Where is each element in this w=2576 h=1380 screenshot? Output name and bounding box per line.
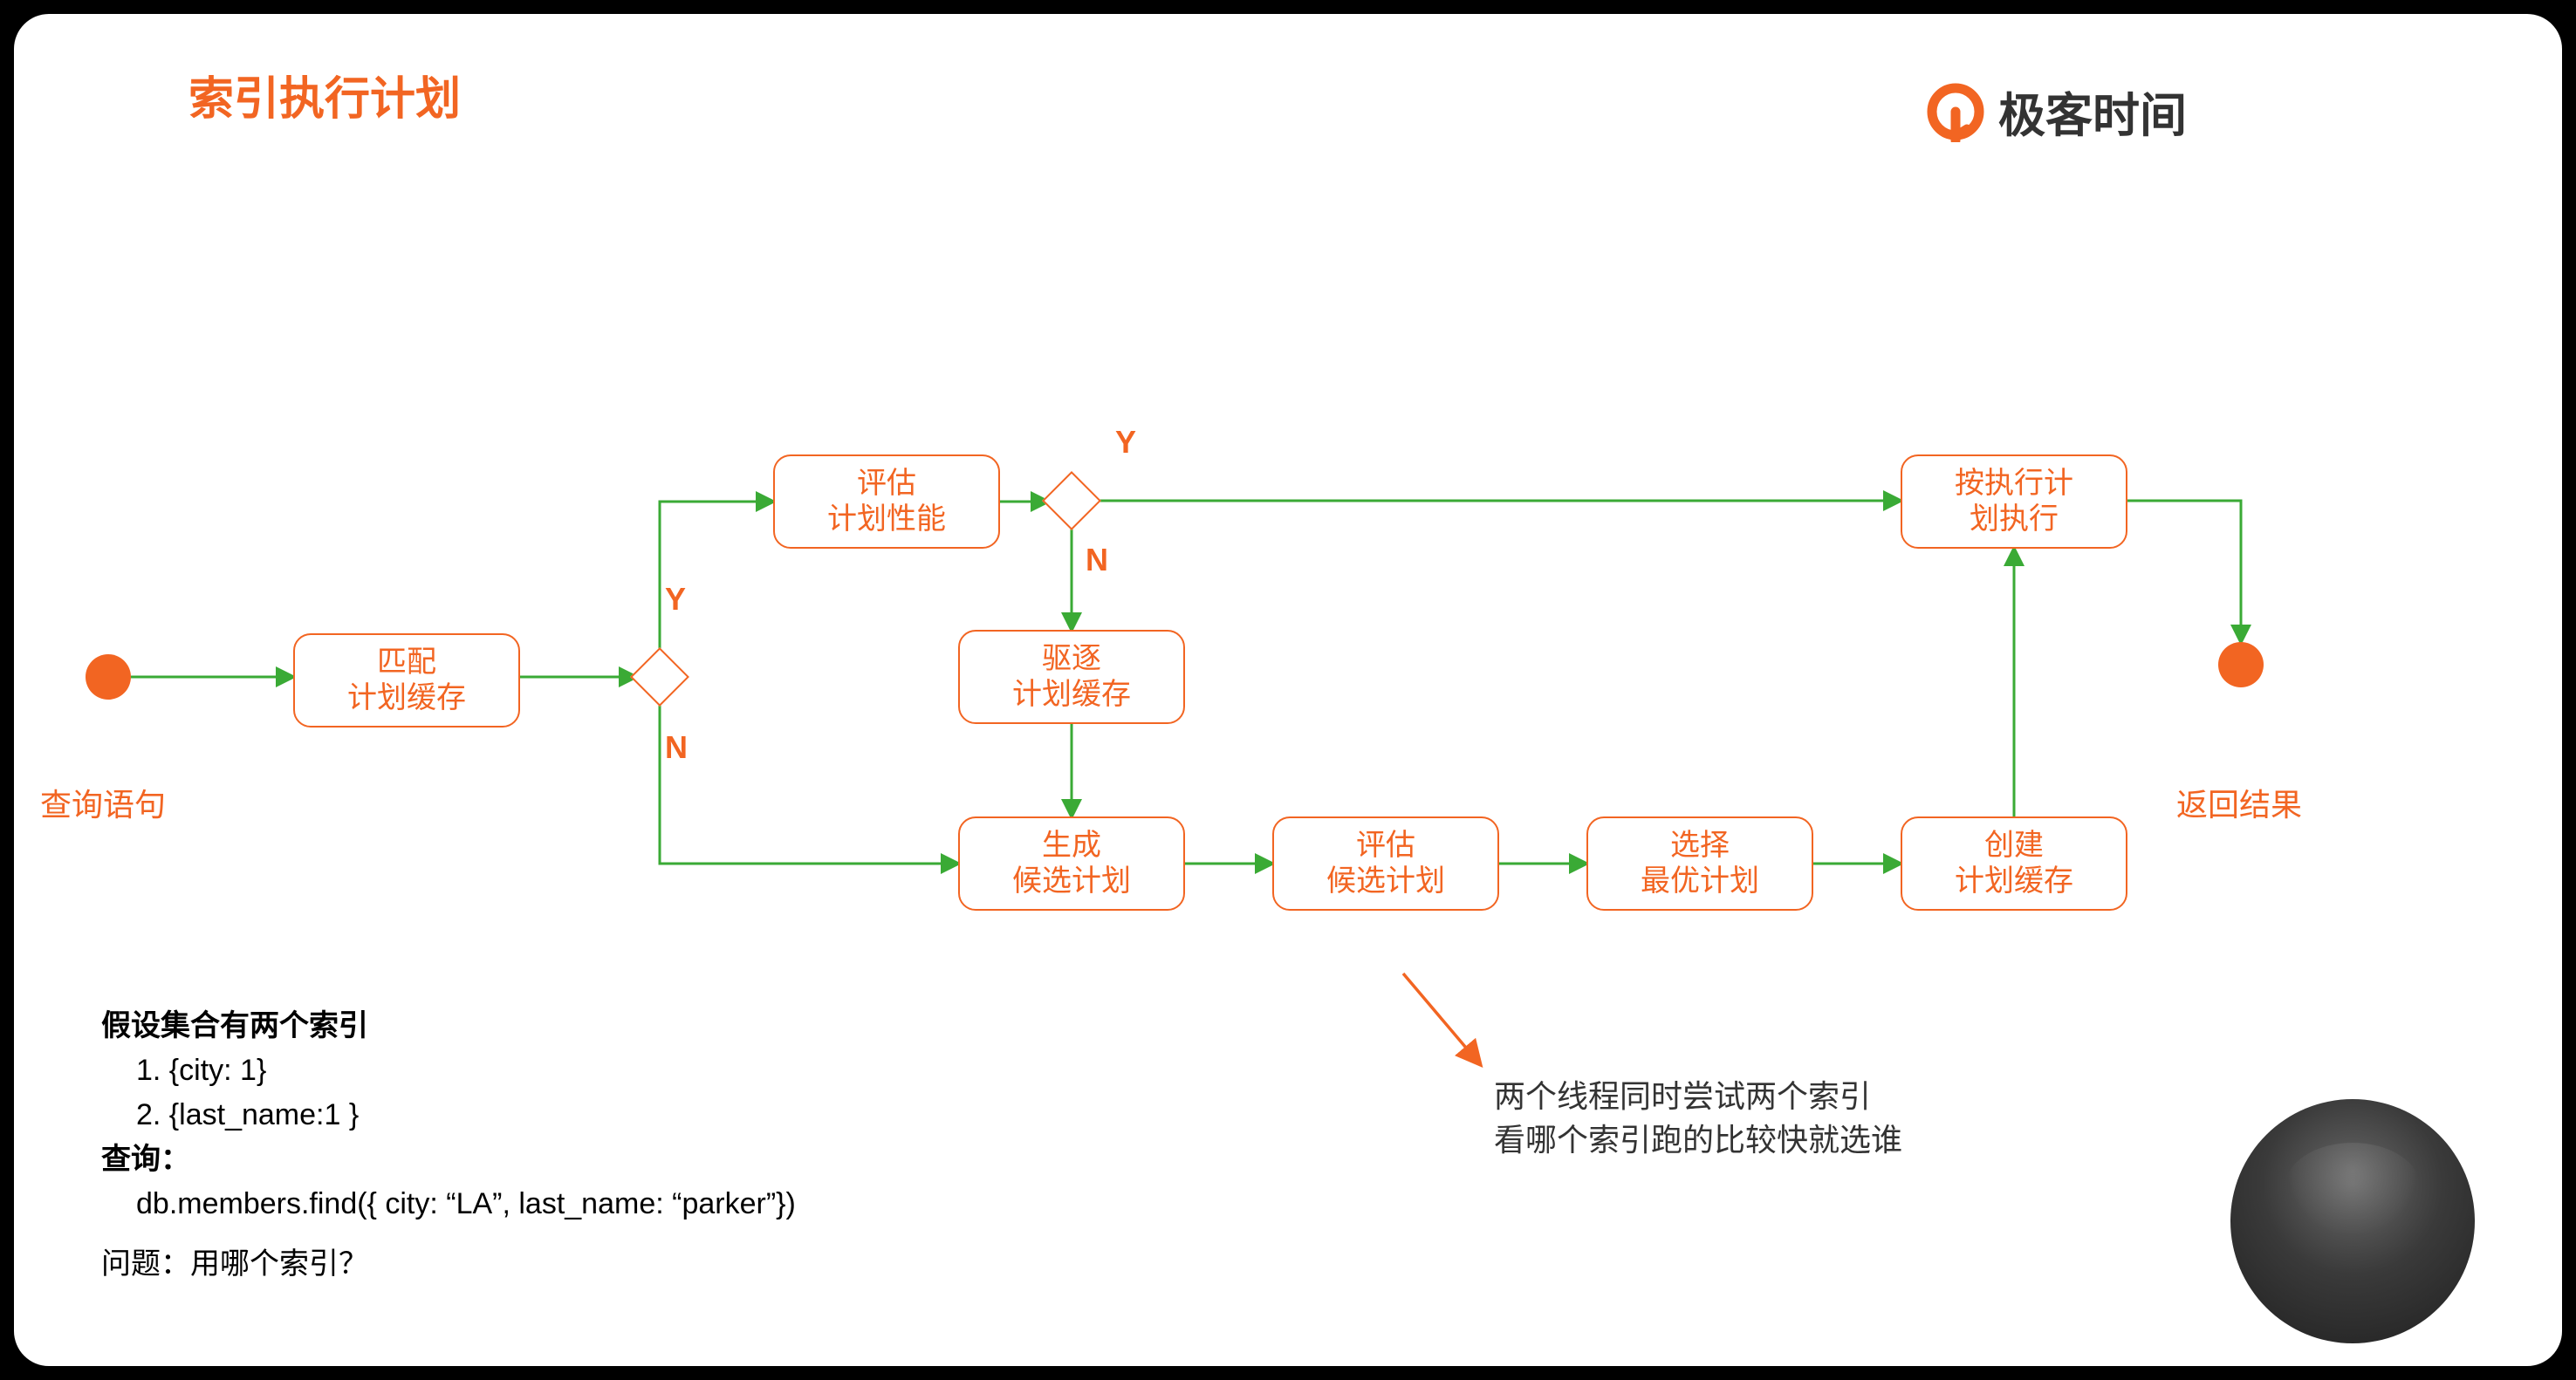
node-line: 按执行计 [1955,466,2073,502]
node-line: 划执行 [1970,502,2059,537]
node-select: 选择 最优计划 [1586,816,1813,911]
node-eval-perf: 评估 计划性能 [773,454,1000,549]
notes-line: 2. {last_name:1 } [101,1093,796,1137]
presenter-webcam-icon [2230,1099,2475,1343]
node-line: 候选计划 [1012,864,1131,899]
notes-heading: 假设集合有两个索引 [101,1004,796,1049]
brand-text: 极客时间 [1998,77,2187,146]
node-line: 评估 [857,466,916,502]
decision-2-icon [1042,471,1101,530]
node-line: 驱逐 [1042,641,1101,677]
decision2-y-label: Y [1115,424,1136,461]
node-line: 计划缓存 [1012,677,1131,713]
decision2-n-label: N [1086,542,1108,578]
slide-card: 索引执行计划 极客时间 Y N Y N [14,14,2562,1366]
node-line: 计划缓存 [347,680,466,716]
start-label: 查询语句 [40,780,166,825]
node-line: 计划缓存 [1955,864,2073,899]
node-line: 生成 [1042,828,1101,864]
node-execute: 按执行计 划执行 [1901,454,2127,549]
start-dot-icon [86,654,131,700]
brand: 极客时间 [1925,77,2187,146]
decision1-n-label: N [665,729,688,766]
node-line: 创建 [1984,828,2044,864]
brand-logo-icon [1925,81,1986,142]
notes-line: db.members.find({ city: “LA”, last_name:… [101,1182,796,1226]
decision-1-icon [630,647,689,707]
slide-title: 索引执行计划 [188,62,461,127]
notes-question: 问题：用哪个索引？ [101,1242,796,1287]
node-line: 选择 [1670,828,1730,864]
notes-line: 1. {city: 1} [101,1049,796,1093]
annotation-text: 两个线程同时尝试两个索引 看哪个索引跑的比较快就选谁 [1494,1075,1902,1163]
node-line: 匹配 [377,645,436,680]
notes-block: 假设集合有两个索引 1. {city: 1} 2. {last_name:1 }… [101,1004,796,1287]
annotation-line: 两个线程同时尝试两个索引 [1494,1075,1902,1118]
node-evict: 驱逐 计划缓存 [958,630,1185,724]
node-line: 计划性能 [827,502,946,537]
node-create-cache: 创建 计划缓存 [1901,816,2127,911]
node-generate: 生成 候选计划 [958,816,1185,911]
end-label: 返回结果 [2176,780,2302,825]
decision1-y-label: Y [665,581,686,618]
end-dot-icon [2218,642,2264,687]
notes-heading: 查询： [101,1137,796,1182]
node-match: 匹配 计划缓存 [293,633,520,728]
node-eval-candidates: 评估 候选计划 [1272,816,1499,911]
node-line: 评估 [1356,828,1415,864]
node-line: 最优计划 [1641,864,1759,899]
annotation-line: 看哪个索引跑的比较快就选谁 [1494,1118,1902,1162]
node-line: 候选计划 [1326,864,1445,899]
